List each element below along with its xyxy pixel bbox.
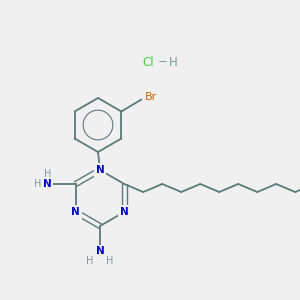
Text: N: N	[71, 207, 80, 217]
Text: N: N	[96, 246, 104, 256]
Text: H: H	[86, 256, 94, 266]
Text: H: H	[34, 179, 41, 189]
Text: N: N	[44, 179, 52, 189]
Text: Cl: Cl	[142, 56, 154, 68]
Text: Br: Br	[145, 92, 158, 101]
Text: H: H	[169, 56, 177, 68]
Text: N: N	[120, 207, 129, 217]
Text: H: H	[106, 256, 114, 266]
Text: −: −	[158, 56, 168, 68]
Text: N: N	[96, 165, 104, 175]
Text: H: H	[44, 169, 51, 179]
